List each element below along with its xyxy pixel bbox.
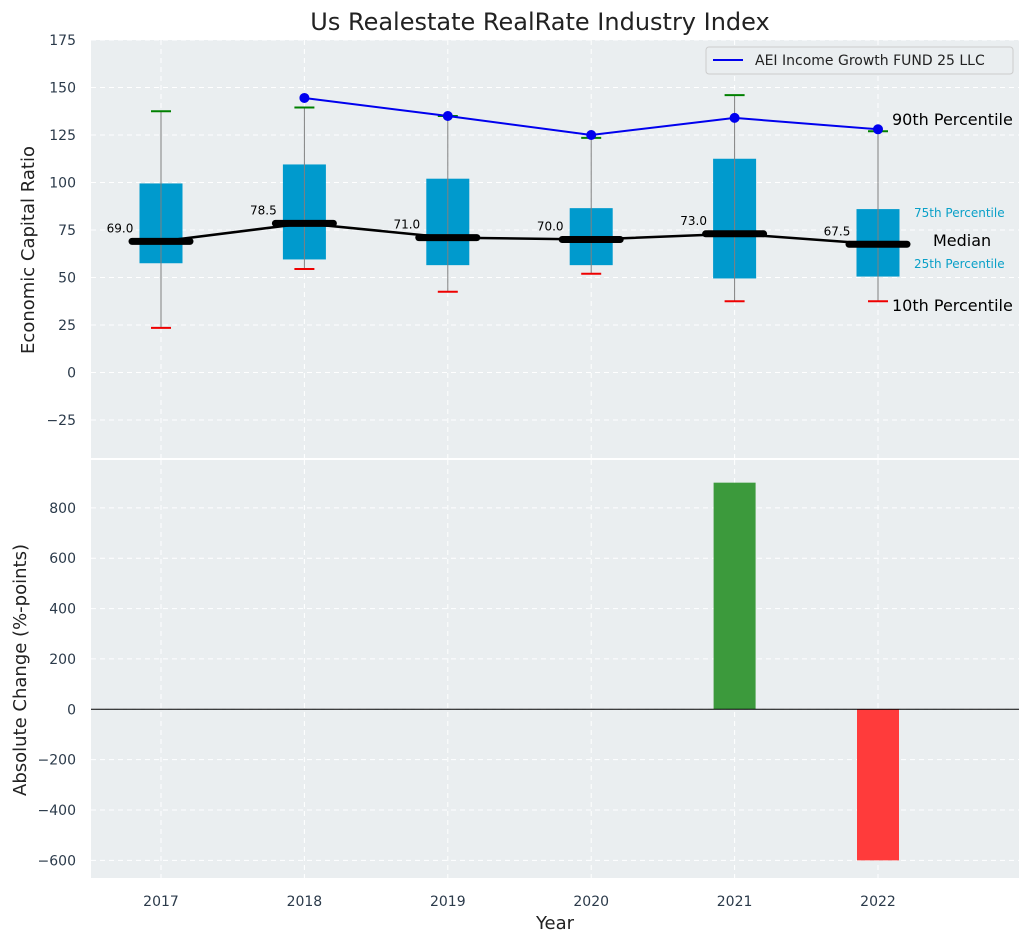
bottom-y-tick-label: 600 [49, 551, 76, 567]
median-value-label: 78.5 [250, 203, 277, 217]
top-y-tick-label: 175 [49, 33, 76, 49]
x-ticks: 2017 2018 2019 2020 2021 2022 [143, 894, 896, 910]
bottom-y-tick-label: −200 [38, 753, 76, 769]
legend: AEI Income Growth FUND 25 LLC [705, 46, 1014, 75]
annotation-median: Median [933, 231, 991, 250]
top-y-tick-label: −25 [46, 413, 76, 429]
x-tick-label: 2020 [573, 894, 609, 910]
x-axis-label: Year [535, 913, 575, 934]
median-value-label: 69.0 [107, 221, 134, 235]
median-value-label: 71.0 [393, 218, 420, 232]
change-bars [91, 482, 1019, 861]
top-y-tick-label: 0 [67, 366, 76, 382]
fund-series-point [586, 130, 597, 140]
top-y-tick-label: 100 [49, 176, 76, 192]
top-y-tick-label: 150 [49, 81, 76, 97]
x-tick-label: 2022 [860, 894, 896, 910]
legend-entry: AEI Income Growth FUND 25 LLC [755, 53, 985, 69]
bottom-y-tick-label: −400 [38, 803, 76, 819]
top-panel: −25 0 25 50 75 100 125 150 175 69.0 78.5 71.0 70.0 7… [18, 33, 1019, 458]
median-value-label: 67.5 [824, 224, 851, 238]
bottom-y-tick-label: 800 [49, 501, 76, 517]
x-tick-label: 2021 [717, 894, 753, 910]
fund-series-point [442, 111, 453, 121]
bottom-y-tick-label: 200 [49, 652, 76, 668]
x-tick-label: 2017 [143, 894, 179, 910]
bottom-y-axis-label: Absolute Change (%-points) [10, 544, 31, 796]
annotation-p90: 90th Percentile [892, 110, 1013, 129]
top-y-axis-label: Economic Capital Ratio [18, 146, 39, 354]
top-y-tick-label: 25 [58, 318, 76, 334]
top-y-tick-label: 125 [49, 128, 76, 144]
median-series: 69.0 78.5 71.0 70.0 73.0 67.5 [107, 203, 911, 248]
top-y-tick-label: 75 [58, 223, 76, 239]
top-grid [91, 39, 1019, 458]
bottom-y-tick-label: 400 [49, 602, 76, 618]
annotation-p75: 75th Percentile [914, 206, 1005, 220]
negative-change-bar [857, 709, 899, 861]
chart-title: Us Realestate RealRate Industry Index [310, 8, 769, 36]
median-value-label: 73.0 [680, 214, 707, 228]
positive-change-bar [713, 482, 756, 710]
fund-series-point [299, 92, 310, 103]
top-y-ticks: −25 0 25 50 75 100 125 150 175 [46, 33, 76, 429]
bottom-y-tick-label: −600 [38, 853, 76, 869]
top-y-tick-label: 50 [58, 271, 76, 287]
x-tick-label: 2018 [287, 894, 323, 910]
fund-series [299, 92, 883, 140]
bottom-y-tick-label: 0 [67, 702, 76, 718]
x-tick-label: 2019 [430, 894, 466, 910]
annotation-p10: 10th Percentile [892, 296, 1013, 315]
percentile-annotations: 90th Percentile 75th Percentile Median 2… [892, 110, 1013, 315]
fund-series-point [729, 112, 740, 123]
legend-box [705, 46, 1014, 75]
median-value-label: 70.0 [537, 220, 564, 234]
annotation-p25: 25th Percentile [914, 257, 1005, 271]
fund-series-point [873, 124, 883, 135]
bottom-y-ticks: −600 −400 −200 0 200 400 600 800 [38, 501, 76, 870]
